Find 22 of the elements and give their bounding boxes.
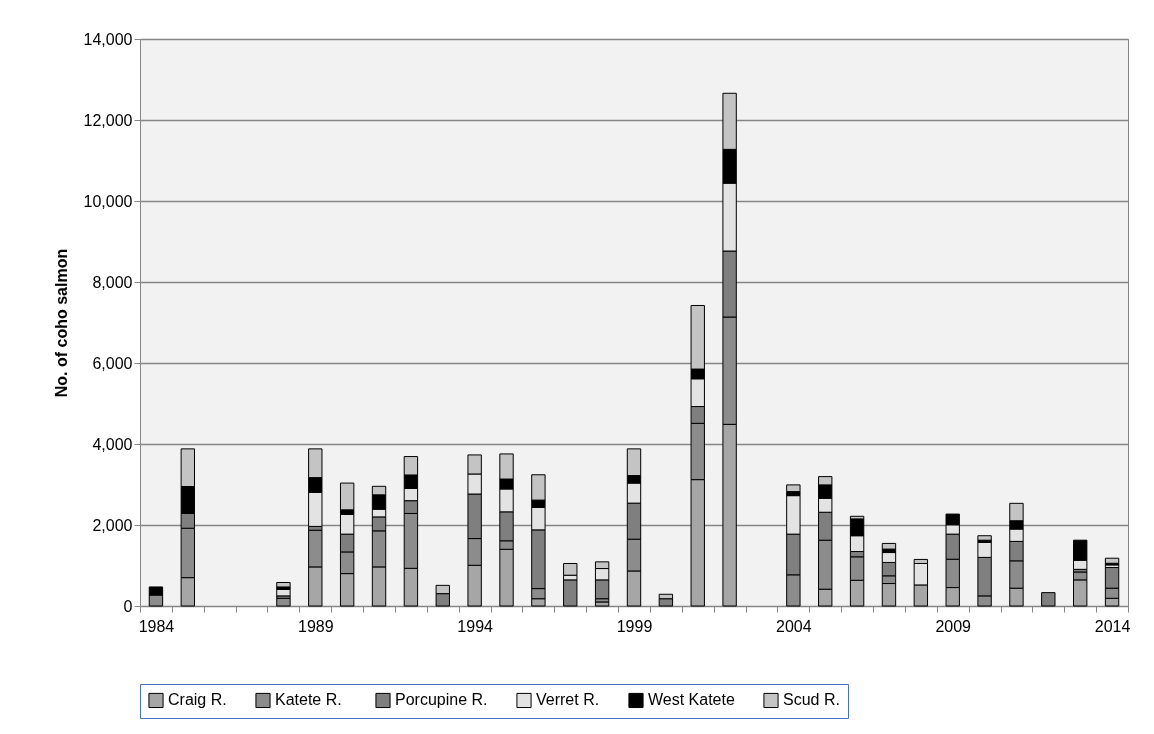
y-tick-label: 6,000 <box>92 354 133 372</box>
y-tick-label: 12,000 <box>83 111 133 129</box>
legend-label: Craig R. <box>168 691 227 709</box>
legend-label: Katete R. <box>275 691 342 709</box>
y-tick-label: 14,000 <box>83 30 133 48</box>
y-axis-title: No. of coho salmon <box>52 248 70 398</box>
x-tick-label: 1999 <box>616 617 653 635</box>
x-tick-label: 1989 <box>297 617 334 635</box>
legend-label: Verret R. <box>536 691 600 709</box>
x-tick-label: 2014 <box>1094 617 1131 635</box>
y-tick-label: 10,000 <box>83 192 133 210</box>
y-tick-label: 8,000 <box>92 273 133 291</box>
x-tick-label: 1994 <box>457 617 494 635</box>
x-tick-label: 2009 <box>935 617 972 635</box>
x-tick-label: 2004 <box>776 617 812 635</box>
legend-label: West Katete <box>648 691 735 709</box>
y-tick-label: 2,000 <box>92 516 133 534</box>
legend-label: Scud R. <box>783 691 840 709</box>
legend-label: Porcupine R. <box>395 691 488 709</box>
y-tick-label: 0 <box>123 597 133 615</box>
y-tick-label: 4,000 <box>92 435 133 453</box>
x-tick-label: 1984 <box>138 617 175 635</box>
